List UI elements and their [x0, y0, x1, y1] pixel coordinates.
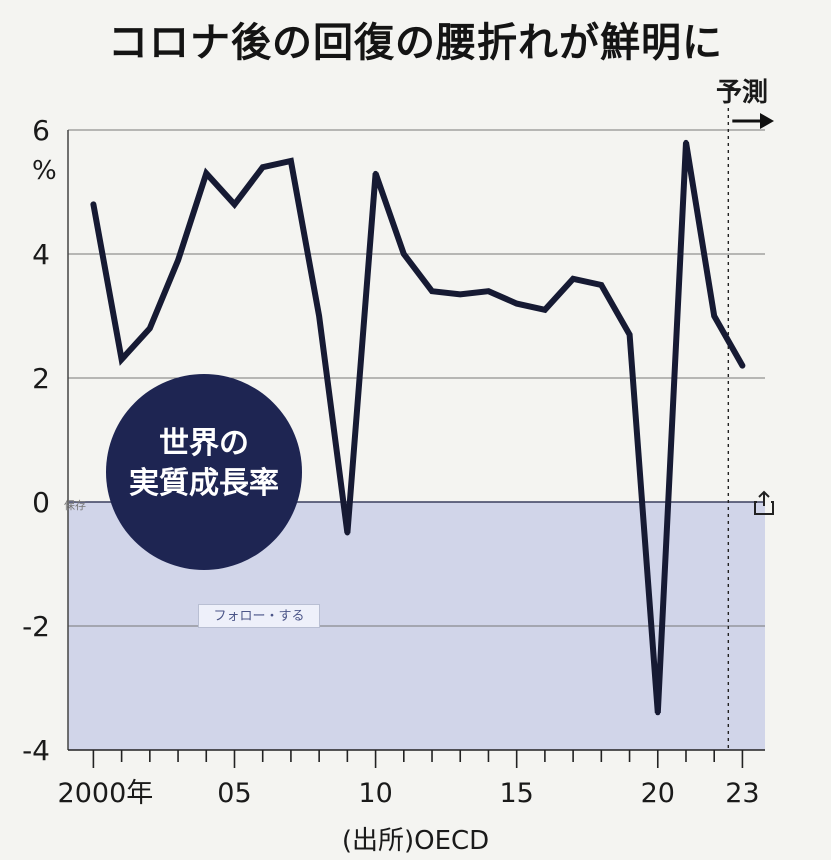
- y-tick-label: 6: [32, 114, 50, 147]
- data-point: [373, 170, 379, 176]
- data-point: [457, 291, 463, 297]
- chart-title: コロナ後の回復の腰折れが鮮明に: [108, 20, 723, 66]
- x-tick-label: 20: [641, 778, 675, 809]
- data-point: [147, 325, 153, 331]
- data-point: [683, 139, 689, 145]
- x-tick-label: 05: [217, 778, 251, 809]
- data-point: [231, 201, 237, 207]
- chart-badge-text: 実質成長率: [129, 466, 279, 501]
- y-tick-label: 0: [32, 486, 50, 519]
- data-point: [429, 288, 435, 294]
- data-point: [542, 307, 548, 313]
- data-point: [598, 282, 604, 288]
- data-point: [401, 251, 407, 257]
- data-point: [119, 356, 125, 362]
- x-tick-label: 23: [725, 778, 759, 809]
- share-icon[interactable]: [752, 490, 776, 516]
- data-point: [739, 363, 745, 369]
- chart-badge-text: 世界の: [159, 426, 249, 461]
- data-point: [90, 201, 96, 207]
- data-point: [711, 313, 717, 319]
- x-tick-label: 10: [358, 778, 392, 809]
- forecast-arrow-head: [760, 113, 774, 129]
- follow-button[interactable]: フォロー・する: [198, 604, 320, 628]
- data-point: [655, 710, 661, 716]
- y-tick-label: 2: [32, 362, 50, 395]
- data-point: [288, 158, 294, 164]
- data-point: [203, 170, 209, 176]
- data-point: [627, 332, 633, 338]
- data-point: [514, 301, 520, 307]
- y-tick-label: 4: [32, 238, 50, 271]
- data-point: [485, 288, 491, 294]
- x-tick-label: 2000年: [58, 778, 154, 809]
- save-label[interactable]: 保存: [64, 499, 86, 512]
- chart-badge-circle: [106, 374, 302, 570]
- series-line-growth: [90, 141, 746, 714]
- data-point: [344, 530, 350, 536]
- y-tick-label: -4: [22, 734, 50, 767]
- data-point: [175, 257, 181, 263]
- x-tick-label: 15: [499, 778, 533, 809]
- data-point: [316, 313, 322, 319]
- y-tick-label: -2: [22, 610, 50, 643]
- data-point: [570, 276, 576, 282]
- data-point: [260, 164, 266, 170]
- forecast-label: 予測: [716, 78, 769, 108]
- y-unit-label: %: [32, 156, 57, 186]
- source-label: (出所)OECD: [341, 826, 490, 856]
